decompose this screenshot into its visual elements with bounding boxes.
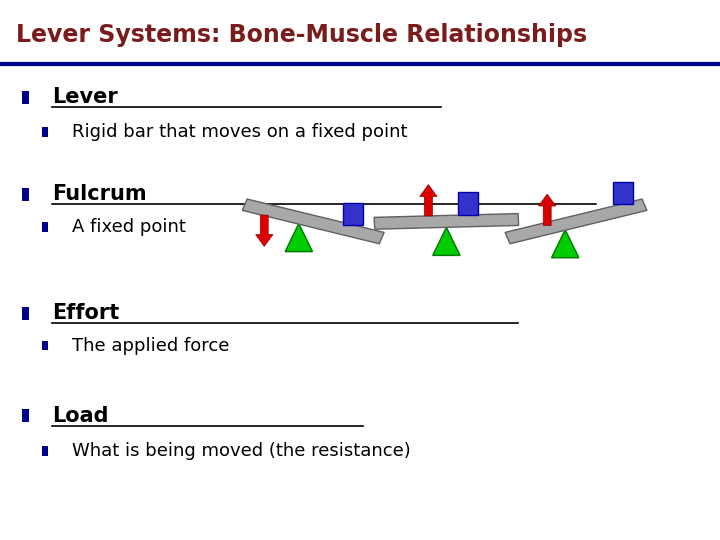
FancyBboxPatch shape [22, 307, 29, 320]
Polygon shape [433, 227, 460, 255]
Polygon shape [285, 224, 312, 252]
Text: Fulcrum: Fulcrum [52, 184, 146, 205]
Polygon shape [458, 192, 478, 215]
FancyArrow shape [256, 215, 273, 246]
FancyBboxPatch shape [22, 91, 29, 104]
FancyBboxPatch shape [22, 188, 29, 201]
FancyArrow shape [539, 194, 556, 226]
Polygon shape [552, 230, 579, 258]
FancyBboxPatch shape [22, 409, 29, 422]
Text: Effort: Effort [52, 303, 119, 323]
Text: Lever: Lever [52, 87, 117, 107]
Polygon shape [242, 199, 384, 244]
FancyBboxPatch shape [42, 341, 48, 350]
Polygon shape [374, 214, 518, 229]
Text: The applied force: The applied force [72, 336, 230, 355]
Polygon shape [613, 181, 633, 204]
Polygon shape [505, 199, 647, 244]
FancyArrow shape [420, 185, 437, 216]
Text: Rigid bar that moves on a fixed point: Rigid bar that moves on a fixed point [72, 123, 408, 141]
FancyBboxPatch shape [42, 127, 48, 137]
FancyBboxPatch shape [42, 446, 48, 456]
Text: Load: Load [52, 406, 108, 426]
FancyBboxPatch shape [42, 222, 48, 232]
Text: A fixed point: A fixed point [72, 218, 186, 236]
Text: Lever Systems: Bone-Muscle Relationships: Lever Systems: Bone-Muscle Relationships [16, 23, 587, 47]
Polygon shape [343, 202, 363, 225]
Text: What is being moved (the resistance): What is being moved (the resistance) [72, 442, 410, 460]
